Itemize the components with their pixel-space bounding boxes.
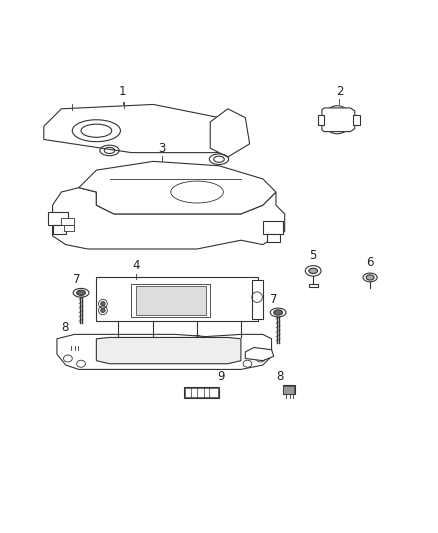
Bar: [309, 284, 318, 287]
Text: 3: 3: [159, 142, 166, 155]
Text: 4: 4: [132, 259, 140, 272]
Ellipse shape: [274, 310, 283, 315]
Bar: [263, 221, 283, 233]
Polygon shape: [79, 161, 276, 214]
Ellipse shape: [333, 115, 342, 124]
Text: 2: 2: [336, 85, 343, 98]
Ellipse shape: [366, 275, 374, 280]
Polygon shape: [245, 348, 274, 361]
Bar: [185, 388, 218, 397]
Ellipse shape: [309, 268, 318, 273]
Polygon shape: [53, 188, 285, 249]
Bar: [184, 387, 219, 398]
Text: 9: 9: [217, 369, 225, 383]
Polygon shape: [322, 108, 355, 132]
Bar: [267, 233, 280, 243]
Bar: [69, 337, 79, 345]
Ellipse shape: [77, 290, 85, 295]
Text: 1: 1: [119, 85, 127, 98]
Text: 5: 5: [310, 249, 317, 262]
Polygon shape: [44, 104, 245, 152]
Text: 7: 7: [73, 273, 81, 286]
Text: 7: 7: [270, 293, 278, 306]
Polygon shape: [96, 337, 241, 364]
Bar: [96, 278, 258, 321]
Bar: [68, 336, 80, 346]
Polygon shape: [210, 109, 250, 157]
Text: 8: 8: [61, 321, 68, 334]
Bar: [48, 212, 68, 225]
Bar: [283, 385, 295, 394]
Bar: [53, 225, 66, 233]
Bar: [131, 284, 210, 317]
Bar: [318, 115, 324, 125]
Ellipse shape: [101, 308, 105, 312]
Bar: [61, 219, 74, 225]
Bar: [136, 286, 206, 314]
Text: 6: 6: [366, 256, 374, 269]
Text: 8: 8: [276, 369, 283, 383]
Ellipse shape: [101, 302, 105, 306]
Bar: [353, 115, 360, 125]
Polygon shape: [57, 334, 272, 369]
Bar: [283, 386, 294, 393]
Bar: [252, 280, 263, 319]
Bar: [64, 225, 74, 231]
